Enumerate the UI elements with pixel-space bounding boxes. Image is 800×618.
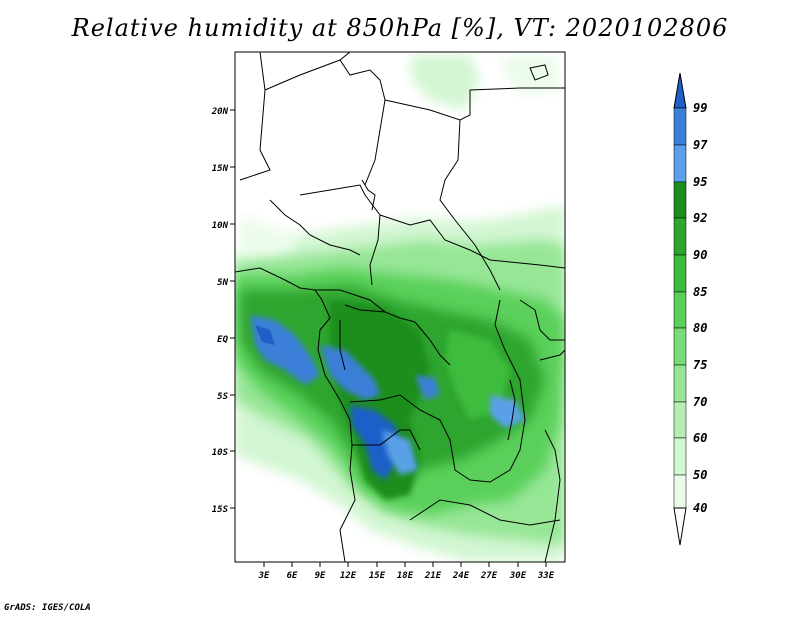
- latitude-axis: 20N 15N 10N 5N EQ 5S 10S 15S: [211, 107, 235, 515]
- lat-tick-label: EQ: [217, 335, 228, 345]
- colorbar-label: 80: [693, 321, 707, 335]
- colorbar-label: 90: [693, 248, 707, 262]
- colorbar-segment: [673, 217, 687, 256]
- lon-tick-label: 9E: [315, 571, 326, 581]
- colorbar-segment: [673, 291, 687, 329]
- lon-tick-label: 12E: [340, 571, 357, 581]
- colorbar-segment: [673, 181, 687, 219]
- colorbar-label: 95: [693, 175, 707, 189]
- country-borders: [235, 52, 565, 562]
- colorbar-label: 75: [693, 358, 707, 372]
- lat-tick-label: 15N: [212, 164, 229, 174]
- colorbar-segment: [673, 254, 687, 293]
- colorbar-segment: [673, 474, 687, 509]
- colorbar-segment: [673, 144, 687, 183]
- colorbar-label: 97: [693, 138, 708, 152]
- colorbar-label: 99: [693, 101, 707, 115]
- lat-tick-label: 10S: [212, 448, 229, 458]
- colorbar: 99 97 95 92 90 85 80 75 70 60 50 40: [673, 72, 708, 546]
- colorbar-label: 50: [693, 468, 707, 482]
- colorbar-segment: [673, 327, 687, 366]
- colorbar-label: 85: [693, 285, 707, 299]
- lon-tick-label: 18E: [397, 571, 414, 581]
- lon-tick-label: 15E: [369, 571, 386, 581]
- credit-text: GrADS: IGES/COLA: [4, 603, 91, 613]
- longitude-axis: 3E 6E 9E 12E 15E 18E 21E 24E 27E 30E 33E: [258, 562, 555, 581]
- lon-tick-label: 30E: [509, 571, 527, 581]
- map-title: Relative humidity at 850hPa [%], VT: 202…: [71, 14, 729, 42]
- lon-tick-label: 3E: [258, 571, 270, 581]
- lat-tick-label: 10N: [212, 221, 229, 231]
- colorbar-segment: [673, 401, 687, 439]
- lon-tick-label: 21E: [424, 571, 442, 581]
- colorbar-segment: [673, 437, 687, 476]
- map-frame: [234, 51, 566, 563]
- colorbar-label: 92: [693, 211, 707, 225]
- lon-tick-label: 27E: [480, 571, 498, 581]
- lat-tick-label: 5N: [217, 278, 228, 288]
- lat-tick-label: 5S: [217, 392, 228, 402]
- humidity-field: [235, 52, 565, 562]
- colorbar-segment: [673, 364, 687, 403]
- lon-tick-label: 33E: [537, 571, 555, 581]
- colorbar-segment: [673, 107, 687, 146]
- colorbar-bottom-triangle: [673, 507, 687, 546]
- colorbar-top-triangle: [673, 72, 687, 109]
- lon-tick-label: 24E: [452, 571, 470, 581]
- lat-tick-label: 15S: [212, 505, 229, 515]
- colorbar-label: 70: [693, 395, 707, 409]
- colorbar-label: 60: [693, 431, 707, 445]
- lon-tick-label: 6E: [287, 571, 298, 581]
- lat-tick-label: 20N: [211, 107, 229, 117]
- colorbar-label: 40: [693, 501, 707, 515]
